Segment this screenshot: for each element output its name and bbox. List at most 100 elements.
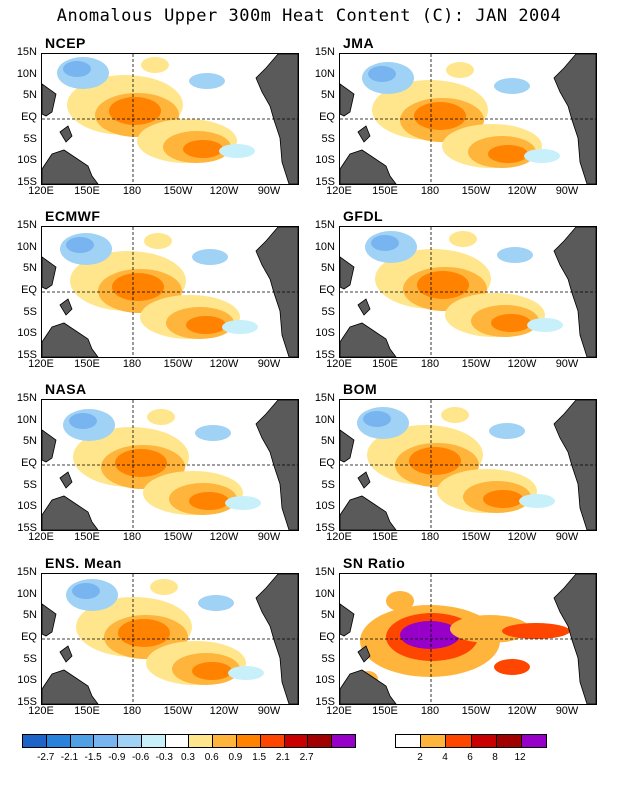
- anomaly-contour: [449, 231, 477, 247]
- anomaly-contour: [502, 623, 570, 639]
- lon-tick-label: 150W: [461, 185, 491, 197]
- colorbar-tick-label: 2.7: [299, 752, 314, 763]
- lon-tick-label: 90W: [257, 531, 281, 543]
- land-mask: [340, 256, 355, 290]
- lat-tick-label: 5N: [320, 262, 335, 275]
- lon-tick-label: 120E: [28, 705, 54, 717]
- land-mask: [357, 645, 371, 663]
- lon-tick-label: 120E: [28, 185, 54, 197]
- anomaly-contour: [488, 145, 528, 163]
- colorbar-swatch: [284, 735, 309, 747]
- lon-tick-label: 180: [420, 185, 440, 197]
- panel-title: JMA: [343, 35, 375, 51]
- map-panel: [41, 573, 299, 705]
- anomaly-contour: [417, 271, 469, 299]
- anomaly-contour: [489, 423, 525, 439]
- lat-tick-label: 15S: [17, 522, 37, 534]
- lon-tick-label: 180: [420, 358, 440, 370]
- colorbar-swatch: [471, 735, 497, 747]
- lon-tick-label: 90W: [555, 185, 579, 197]
- colorbar-sn-ratio: [395, 734, 547, 748]
- map-panel: [339, 399, 597, 531]
- anomaly-contour: [409, 447, 461, 475]
- land-mask: [340, 429, 355, 463]
- map-panel: [339, 53, 597, 185]
- colorbar-swatch: [421, 735, 447, 747]
- anomaly-contour: [414, 102, 466, 130]
- land-mask: [340, 83, 355, 117]
- colorbar-tick-label: -0.3: [155, 752, 173, 763]
- lon-tick-label: 90W: [555, 531, 579, 543]
- colorbar-tick-label: -0.9: [108, 752, 126, 763]
- lon-tick-label: 120W: [209, 358, 239, 370]
- colorbar-swatch: [46, 735, 71, 747]
- land-mask: [42, 83, 57, 117]
- map-plot: [42, 574, 298, 704]
- anomaly-contour: [192, 662, 232, 680]
- map-plot: [42, 54, 298, 184]
- anomaly-contour: [66, 237, 94, 253]
- anomaly-contour: [497, 247, 533, 263]
- lat-tick-label: 5N: [22, 262, 37, 275]
- lat-tick-label: EQ: [21, 284, 37, 296]
- colorbar-swatch: [118, 735, 142, 747]
- anomaly-contour: [400, 621, 460, 649]
- anomaly-contour: [192, 249, 228, 265]
- lat-tick-label: 10N: [314, 587, 335, 600]
- land-mask: [42, 322, 99, 357]
- lat-tick-label: 10S: [315, 674, 335, 687]
- land-mask: [357, 298, 371, 316]
- panel-title: SN Ratio: [343, 555, 406, 571]
- panel-title: BOM: [343, 381, 378, 397]
- lon-tick-label: 120E: [28, 531, 54, 543]
- anomaly-contour: [446, 62, 474, 78]
- land-mask: [340, 322, 397, 357]
- lon-tick-label: 150W: [163, 705, 193, 717]
- lon-tick-label: 120E: [326, 531, 352, 543]
- lon-tick-label: 90W: [257, 185, 281, 197]
- lon-tick-label: 150W: [461, 358, 491, 370]
- colorbar-tick-label: 12: [514, 752, 526, 763]
- colorbar-swatch: [396, 735, 422, 747]
- lat-tick-label: 10N: [16, 413, 37, 426]
- anomaly-contour: [118, 619, 170, 647]
- colorbar-swatch: [260, 735, 285, 747]
- colorbar-swatch: [213, 735, 238, 747]
- lon-tick-label: 120W: [209, 705, 239, 717]
- colorbar-swatch: [332, 735, 355, 747]
- lon-tick-label: 150E: [74, 358, 100, 370]
- map-plot: [42, 227, 298, 357]
- colorbar-swatch: [521, 735, 547, 747]
- colorbar-tick-label: -2.1: [60, 752, 79, 763]
- lat-tick-label: 5S: [321, 478, 335, 491]
- lat-tick-label: 15S: [315, 696, 335, 708]
- lat-tick-label: 15S: [315, 522, 335, 534]
- lon-tick-label: 90W: [555, 358, 579, 370]
- colorbar-swatch: [141, 735, 166, 747]
- lat-tick-label: EQ: [319, 284, 335, 296]
- lat-tick-label: EQ: [319, 631, 335, 643]
- lon-tick-label: 180: [420, 705, 440, 717]
- colorbar-tick-label: 4: [442, 752, 448, 763]
- land-mask: [59, 298, 73, 316]
- lon-tick-label: 120W: [507, 531, 537, 543]
- lat-tick-label: 10N: [314, 413, 335, 426]
- anomaly-contour: [483, 490, 523, 508]
- anomaly-contour: [198, 595, 234, 611]
- colorbar-swatch: [189, 735, 214, 747]
- map-plot: [340, 54, 596, 184]
- anomaly-contour: [494, 659, 530, 675]
- lon-tick-label: 150E: [74, 705, 100, 717]
- panel-title: NASA: [45, 381, 87, 397]
- land-mask: [59, 125, 73, 143]
- anomaly-contour: [441, 407, 469, 423]
- anomaly-contour: [141, 57, 169, 73]
- lon-tick-label: 150W: [163, 185, 193, 197]
- anomaly-contour: [363, 411, 391, 427]
- map-plot: [42, 400, 298, 530]
- lon-tick-label: 150E: [372, 358, 398, 370]
- land-mask: [59, 645, 73, 663]
- lat-tick-label: 5N: [22, 435, 37, 448]
- map-panel: [41, 53, 299, 185]
- map-plot: [340, 574, 596, 704]
